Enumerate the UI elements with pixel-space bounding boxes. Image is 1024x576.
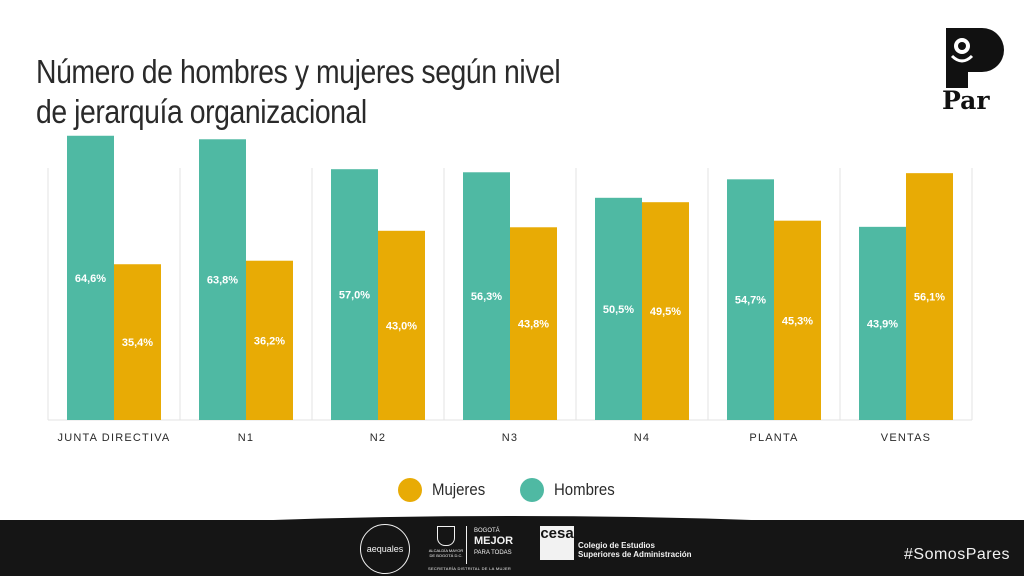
- data-label-mujeres: 45,3%: [782, 315, 813, 327]
- legend-item-mujeres: Mujeres: [398, 478, 492, 502]
- para-todas-label: PARA TODAS: [474, 550, 512, 556]
- bogota-label: BOGOTÁ: [474, 528, 500, 534]
- legend-item-hombres: Hombres: [520, 478, 623, 502]
- title-line-1: Número de hombres y mujeres según nivel: [36, 53, 561, 90]
- bar-mujeres: [774, 220, 821, 420]
- x-tick-label: JUNTA DIRECTIVA: [58, 432, 171, 444]
- cesa-name: Colegio de Estudios Superiores de Admini…: [578, 541, 692, 559]
- bar-mujeres: [642, 202, 689, 420]
- bar-hombres: [463, 172, 510, 420]
- bar-hombres: [595, 197, 642, 420]
- secretaria-label: SECRETARÍA DISTRITAL DE LA MUJER: [428, 566, 512, 571]
- x-tick-label: N4: [634, 432, 650, 444]
- bar-hombres: [67, 135, 114, 420]
- data-label-mujeres: 49,5%: [650, 306, 681, 318]
- cesa-name-line-2: Superiores de Administración: [578, 550, 692, 559]
- bar-hombres: [727, 179, 774, 420]
- cesa-label: cesa: [540, 525, 574, 542]
- x-tick-label: VENTAS: [881, 432, 931, 444]
- page-title: Número de hombres y mujeres según nivel …: [36, 52, 604, 132]
- legend-swatch-mujeres: [398, 478, 422, 502]
- data-label-mujeres: 36,2%: [254, 335, 285, 347]
- bogota-logo: BOGOTÁ MEJOR PARA TODAS: [474, 524, 522, 558]
- bar-mujeres: [510, 227, 557, 420]
- data-label-hombres: 50,5%: [603, 304, 634, 316]
- bar-hombres: [331, 169, 378, 420]
- bar-mujeres: [246, 260, 293, 420]
- aequales-label: aequales: [366, 544, 404, 554]
- bar-hombres: [199, 139, 246, 420]
- brand-name: Par: [942, 86, 990, 115]
- data-label-hombres: 63,8%: [207, 275, 238, 287]
- bar-hombres: [859, 226, 906, 420]
- hashtag-label: #SomosPares: [904, 546, 1010, 563]
- alcaldia-logo: ALCALDÍA MAYOR DE BOGOTÁ D.C.: [426, 526, 466, 558]
- data-label-hombres: 54,7%: [735, 295, 766, 307]
- chart-legend: Mujeres Hombres: [0, 478, 1024, 508]
- data-label-hombres: 64,6%: [75, 273, 106, 285]
- data-label-hombres: 43,9%: [867, 318, 898, 330]
- x-tick-label: N2: [370, 432, 386, 444]
- data-label-mujeres: 56,1%: [914, 292, 945, 304]
- cesa-logo: cesa: [540, 526, 574, 560]
- x-tick-label: PLANTA: [749, 432, 798, 444]
- footer-bar: [0, 520, 1024, 576]
- data-label-hombres: 57,0%: [339, 290, 370, 302]
- alcaldia-label: ALCALDÍA MAYOR DE BOGOTÁ D.C.: [428, 548, 464, 558]
- shield-icon: [437, 526, 455, 546]
- x-tick-label: N1: [238, 432, 254, 444]
- legend-label-mujeres: Mujeres: [432, 480, 486, 499]
- bar-chart: 64,6% 35,4% JUNTA DIRECTIVA 63,8% 36,2% N1 57,…: [47, 135, 973, 444]
- partner-divider: [466, 526, 467, 564]
- data-label-mujeres: 43,0%: [386, 320, 417, 332]
- bar-mujeres: [378, 230, 425, 420]
- cesa-name-line-1: Colegio de Estudios: [578, 541, 655, 550]
- mejor-label: MEJOR: [474, 535, 514, 547]
- par-logo-icon: [946, 28, 1004, 88]
- bar-mujeres: [114, 264, 161, 420]
- bar-mujeres: [906, 173, 953, 420]
- legend-swatch-hombres: [520, 478, 544, 502]
- legend-label-hombres: Hombres: [554, 480, 615, 499]
- data-label-mujeres: 43,8%: [518, 319, 549, 331]
- title-line-2: de jerarquía organizacional: [36, 93, 367, 130]
- aequales-logo: aequales: [360, 524, 410, 574]
- data-label-hombres: 56,3%: [471, 291, 502, 303]
- x-tick-label: N3: [502, 432, 518, 444]
- data-label-mujeres: 35,4%: [122, 337, 153, 349]
